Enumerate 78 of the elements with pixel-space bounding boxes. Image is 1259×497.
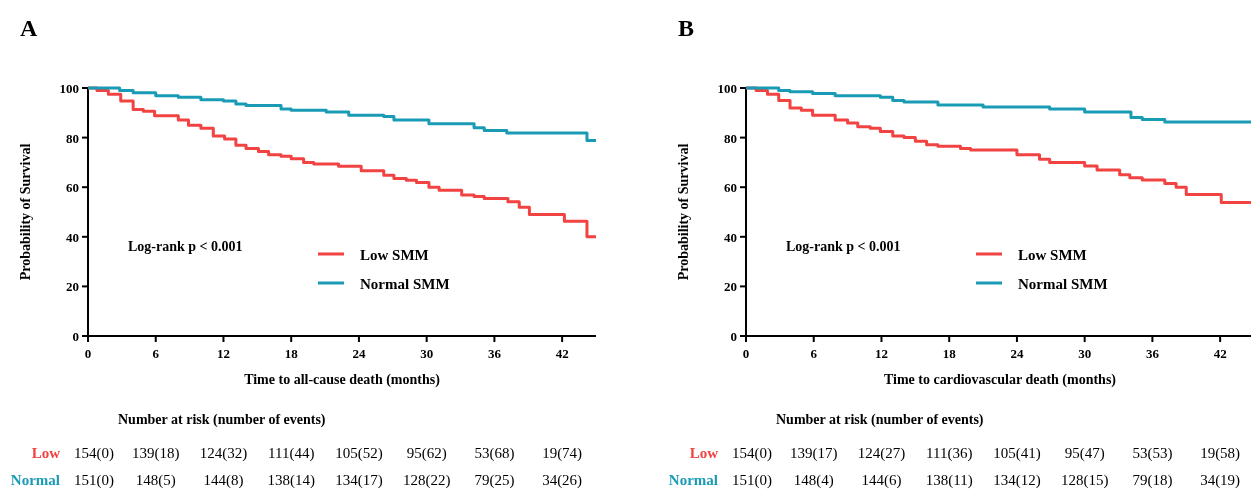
text: 128(22)	[402, 472, 451, 489]
text: 95(47)	[1064, 445, 1105, 462]
y-tick-label: 40	[66, 229, 79, 245]
text: 34(26)	[542, 472, 583, 489]
text: 79(25)	[474, 472, 515, 489]
legend-label: Low SMM	[360, 247, 429, 263]
x-axis-title: Time to all-cause death (months)	[244, 372, 441, 388]
x-tick-label: 6	[152, 346, 160, 361]
text: 154(0)	[74, 445, 114, 462]
text: 34(19)	[1200, 472, 1241, 489]
x-tick-label: 18	[284, 346, 299, 361]
y-axis-title: Probability of Survival	[676, 143, 691, 281]
x-tick-label: 12	[874, 346, 888, 361]
text: 139(17)	[789, 445, 838, 462]
text: 148(5)	[135, 472, 176, 489]
text: 134(17)	[335, 472, 383, 489]
legend-label: Normal SMM	[1018, 276, 1108, 292]
text: 144(6)	[861, 472, 902, 489]
x-tick-label: 42	[1213, 346, 1227, 361]
y-tick-label: 80	[66, 130, 79, 146]
x-tick-label: 0	[742, 346, 750, 361]
text: 124(32)	[199, 445, 248, 462]
x-tick-label: 24	[352, 346, 366, 361]
x-tick-label: 12	[216, 346, 230, 361]
text: 148(4)	[793, 472, 834, 489]
annotation: Log-rank p < 0.001	[128, 239, 243, 254]
y-tick-label: 100	[59, 81, 79, 96]
text: 138(14)	[267, 472, 315, 489]
text: Number at risk (number of events)	[118, 412, 326, 428]
y-tick-label: 0	[72, 329, 79, 344]
x-tick-label: 24	[1010, 346, 1024, 361]
text: 95(62)	[406, 445, 447, 462]
text: 138(11)	[925, 472, 973, 489]
text: 53(53)	[1132, 445, 1173, 462]
text: Low	[31, 445, 61, 461]
text: Number at risk (number of events)	[776, 412, 984, 428]
x-tick-label: 6	[810, 346, 818, 361]
legend-label: Normal SMM	[360, 276, 450, 292]
text: 139(18)	[131, 445, 180, 462]
x-tick-label: 0	[84, 346, 92, 361]
chart-title: A	[20, 15, 38, 41]
text: 154(0)	[732, 445, 772, 462]
x-axis-title: Time to cardiovascular death (months)	[883, 372, 1117, 388]
y-tick-label: 0	[730, 329, 737, 344]
text: 151(0)	[732, 472, 772, 489]
y-tick-label: 60	[66, 180, 79, 196]
y-tick-label: 20	[66, 279, 79, 295]
text: 124(27)	[857, 445, 906, 462]
text: 128(15)	[1060, 472, 1109, 489]
x-tick-label: 36	[487, 346, 502, 361]
text: 105(41)	[993, 445, 1041, 462]
x-tick-label: 30	[420, 346, 434, 361]
text: 111(36)	[926, 445, 973, 462]
x-tick-label: 42	[555, 346, 569, 361]
y-tick-label: 20	[724, 279, 737, 295]
y-tick-label: 60	[724, 180, 737, 196]
y-tick-label: 40	[724, 229, 737, 245]
text: 105(52)	[335, 445, 383, 462]
y-tick-label: 100	[717, 81, 737, 96]
text: 19(58)	[1200, 445, 1241, 462]
y-tick-label: 80	[724, 130, 737, 146]
y-axis-title: Probability of Survival	[18, 143, 33, 281]
x-tick-label: 30	[1078, 346, 1092, 361]
text: 79(18)	[1132, 472, 1173, 489]
annotation: Log-rank p < 0.001	[786, 239, 901, 254]
text: Low	[689, 445, 719, 461]
text: 111(44)	[268, 445, 315, 462]
text: Normal	[10, 472, 60, 488]
text: 53(68)	[474, 445, 515, 462]
x-tick-label: 36	[1145, 346, 1160, 361]
text: 144(8)	[203, 472, 244, 489]
text: Normal	[668, 472, 718, 488]
legend-label: Low SMM	[1018, 247, 1087, 263]
text: 151(0)	[74, 472, 114, 489]
x-tick-label: 18	[942, 346, 957, 361]
text: 134(12)	[993, 472, 1041, 489]
chart-title: B	[678, 15, 695, 41]
text: 19(74)	[542, 445, 583, 462]
